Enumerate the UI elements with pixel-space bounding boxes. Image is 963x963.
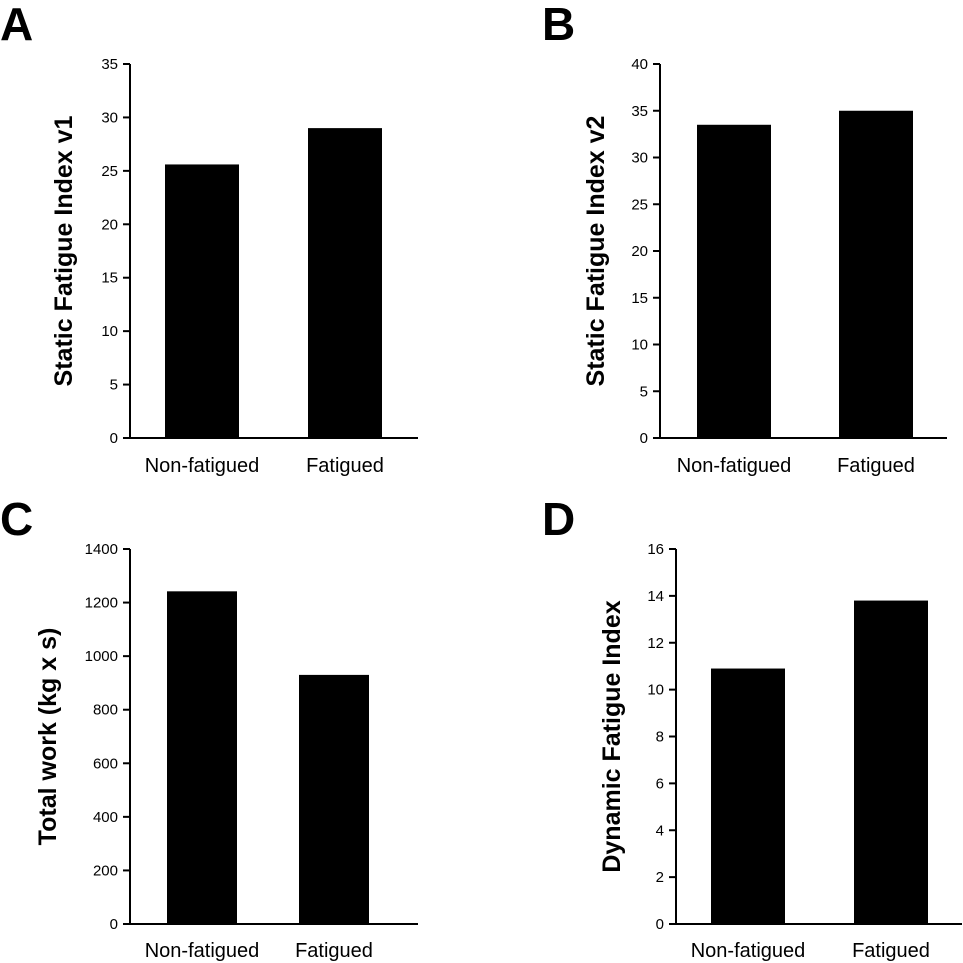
y-tick-label: 10 xyxy=(647,682,664,699)
panel-d: D 0 2 4 6 8 10 12 14 16 Non-fatigued Fatigued Dynami… xyxy=(542,493,962,962)
y-axis-title: Dynamic Fatigue Index xyxy=(598,600,626,872)
x-category-label: Fatigued xyxy=(295,940,373,962)
bar-non-fatigued xyxy=(711,668,785,924)
y-tick-label: 5 xyxy=(640,383,648,400)
x-category-label: Non-fatigued xyxy=(677,455,792,477)
panel-letter: C xyxy=(0,493,33,545)
y-tick-label: 35 xyxy=(631,103,648,120)
bar-non-fatigued xyxy=(165,164,239,438)
y-tick-label: 6 xyxy=(656,775,664,792)
y-tick-label: 4 xyxy=(656,822,664,839)
y-tick-label: 200 xyxy=(93,862,118,879)
y-tick-label: 600 xyxy=(93,755,118,772)
y-tick-label: 1000 xyxy=(85,648,118,665)
bar-fatigued xyxy=(854,600,928,924)
panel-letter: D xyxy=(542,493,575,545)
panel-letter: B xyxy=(542,0,575,50)
y-tick-label: 400 xyxy=(93,809,118,826)
bar-fatigued xyxy=(308,128,382,438)
y-axis-title: Total work (kg x s) xyxy=(34,628,62,846)
x-category-label: Non-fatigued xyxy=(145,455,260,477)
x-category-label: Non-fatigued xyxy=(691,940,806,962)
y-tick-label: 10 xyxy=(101,323,118,340)
y-tick-label: 35 xyxy=(101,56,118,73)
bar-non-fatigued xyxy=(167,591,237,924)
y-tick-label: 15 xyxy=(101,270,118,287)
bar-fatigued xyxy=(299,674,369,924)
x-category-label: Fatigued xyxy=(852,940,930,962)
y-tick-label: 20 xyxy=(101,216,118,233)
y-tick-label: 10 xyxy=(631,337,648,354)
y-tick-label: 0 xyxy=(640,430,648,447)
x-category-label: Non-fatigued xyxy=(145,940,260,962)
panel-b: B 0 5 10 15 20 25 30 35 40 Non-fatigued Fatigued Sta… xyxy=(542,0,947,477)
y-tick-label: 800 xyxy=(93,702,118,719)
x-category-label: Fatigued xyxy=(306,455,384,477)
y-tick-label: 1400 xyxy=(85,541,118,558)
y-tick-label: 2 xyxy=(656,869,664,886)
y-tick-label: 8 xyxy=(656,729,664,746)
bar-fatigued xyxy=(839,110,913,438)
y-axis-title: Static Fatigue Index v1 xyxy=(50,115,78,386)
y-axis-title: Static Fatigue Index v2 xyxy=(582,116,610,387)
y-tick-label: 5 xyxy=(110,377,118,394)
y-tick-label: 30 xyxy=(101,109,118,126)
bar-non-fatigued xyxy=(697,124,771,439)
y-tick-label: 30 xyxy=(631,150,648,167)
y-tick-label: 1200 xyxy=(85,595,118,612)
panel-letter: A xyxy=(0,0,33,50)
y-tick-label: 25 xyxy=(101,163,118,180)
y-tick-label: 20 xyxy=(631,243,648,260)
y-tick-label: 40 xyxy=(631,56,648,73)
y-tick-label: 16 xyxy=(647,541,664,558)
panel-c: C 0 200 400 600 800 1000 1200 1400 Non-fatigued Fa… xyxy=(0,493,418,962)
y-tick-label: 0 xyxy=(656,916,664,933)
y-tick-label: 25 xyxy=(631,196,648,213)
y-tick-label: 12 xyxy=(647,635,664,652)
y-tick-label: 0 xyxy=(110,430,118,447)
panel-a: A 0 5 10 15 20 25 30 35 Non-fatigued Fatigued Stati… xyxy=(0,0,418,477)
y-tick-label: 0 xyxy=(110,916,118,933)
x-category-label: Fatigued xyxy=(837,455,915,477)
y-tick-label: 15 xyxy=(631,290,648,307)
y-tick-label: 14 xyxy=(647,588,664,605)
